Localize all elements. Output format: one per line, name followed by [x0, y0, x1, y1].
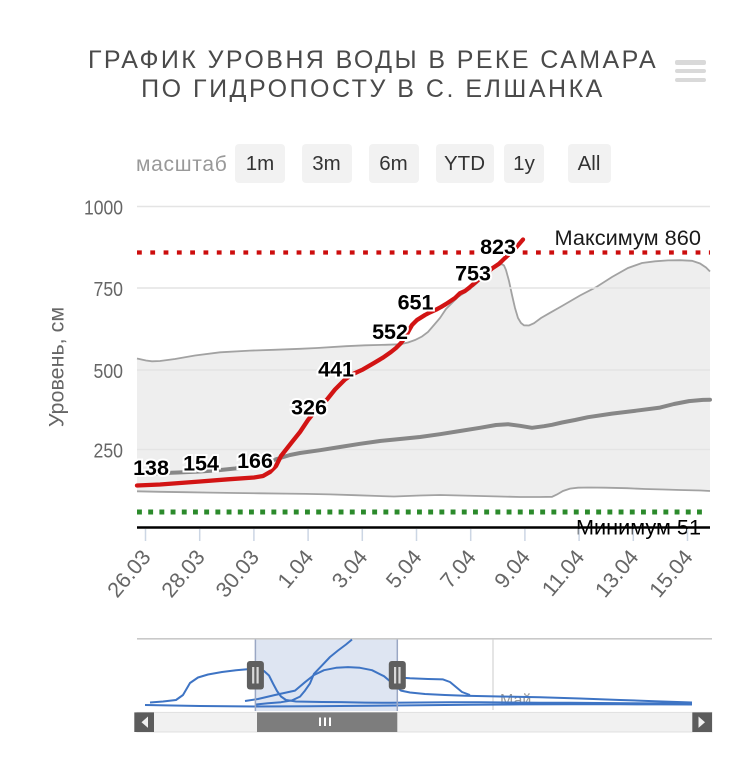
- svg-text:154: 154: [183, 451, 219, 475]
- svg-text:552: 552: [372, 320, 408, 344]
- svg-text:Уровень, см: Уровень, см: [45, 307, 69, 427]
- svg-text:500: 500: [94, 361, 124, 383]
- svg-text:753: 753: [455, 262, 491, 286]
- svg-text:326: 326: [291, 396, 327, 420]
- svg-text:30.03: 30.03: [211, 545, 264, 602]
- svg-text:441: 441: [318, 358, 354, 382]
- svg-text:9.04: 9.04: [490, 545, 535, 593]
- svg-text:13.04: 13.04: [590, 545, 643, 602]
- svg-text:Максимум 860: Максимум 860: [555, 227, 702, 250]
- svg-text:1000: 1000: [84, 198, 123, 220]
- svg-text:Май: Май: [500, 692, 531, 709]
- svg-text:138: 138: [133, 456, 169, 480]
- svg-text:1.04: 1.04: [273, 545, 318, 593]
- svg-text:26.03: 26.03: [103, 545, 156, 602]
- svg-text:28.03: 28.03: [157, 545, 210, 602]
- svg-text:15.04: 15.04: [645, 545, 698, 602]
- svg-text:750: 750: [94, 279, 124, 301]
- svg-text:11.04: 11.04: [537, 545, 589, 600]
- svg-text:3.04: 3.04: [327, 545, 372, 593]
- svg-text:5.04: 5.04: [381, 545, 426, 593]
- svg-text:823: 823: [480, 235, 516, 259]
- svg-text:166: 166: [237, 449, 273, 473]
- svg-text:250: 250: [94, 441, 124, 463]
- svg-text:651: 651: [398, 291, 434, 315]
- svg-text:7.04: 7.04: [436, 545, 481, 593]
